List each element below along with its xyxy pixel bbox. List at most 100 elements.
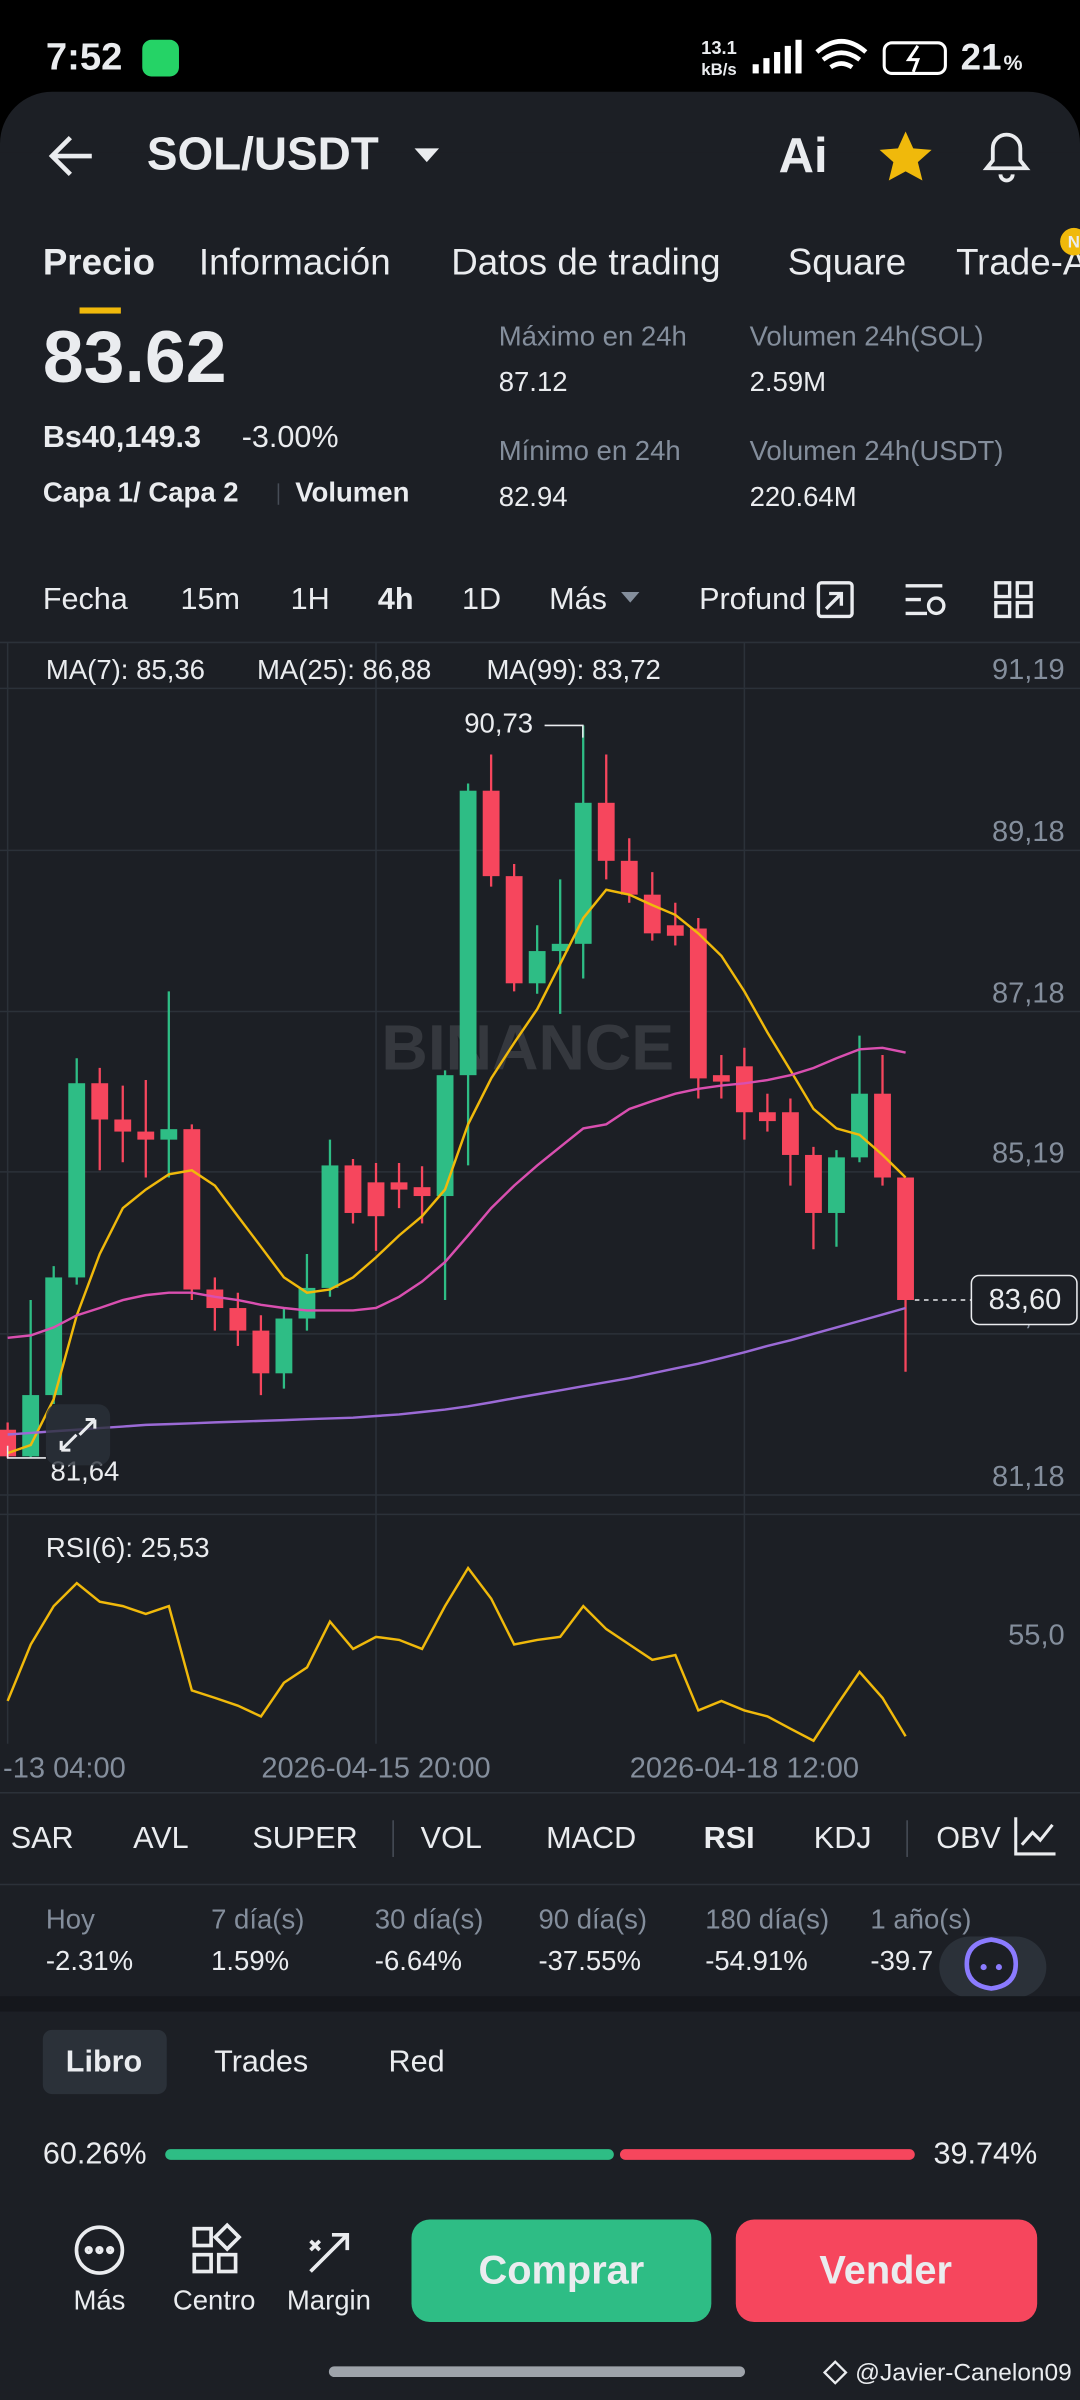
tab-badge: N	[1068, 233, 1080, 252]
tab-bar: Precio Información Datos de trading Square T…	[43, 241, 1080, 282]
interval[interactable]: 1D	[462, 582, 501, 616]
indicator[interactable]: AVL	[133, 1821, 189, 1855]
candle-body	[897, 1177, 914, 1300]
buy-button[interactable]	[411, 2219, 712, 2322]
candle-body	[874, 1093, 891, 1178]
candle-body	[367, 1182, 385, 1217]
candle-body	[689, 928, 707, 1079]
stat-label: Volumen 24h(USDT)	[750, 435, 1004, 466]
candle-body	[390, 1182, 408, 1190]
battery-unit: %	[1004, 51, 1023, 75]
candle-body	[252, 1330, 270, 1374]
indicator[interactable]: VOL	[421, 1821, 482, 1855]
footer: Más Centro Margin	[73, 2284, 371, 2315]
footer-action[interactable]: Centro	[173, 2284, 256, 2315]
interval[interactable]: 1H	[291, 582, 330, 616]
tab[interactable]: Trade-A	[956, 241, 1080, 282]
ai-button[interactable]: Ai	[779, 129, 828, 183]
indicator[interactable]: MACD	[546, 1821, 636, 1855]
ma-line	[7, 1306, 906, 1436]
footer-action[interactable]: Margin	[287, 2284, 371, 2315]
ratio-label: 39.74%	[933, 2136, 1037, 2170]
ma-line	[7, 1046, 906, 1340]
candle-body	[505, 876, 523, 984]
tab[interactable]: Información	[199, 241, 391, 282]
candle-body	[206, 1289, 224, 1309]
indicator[interactable]: OBV	[936, 1821, 1001, 1855]
signal-icon	[752, 39, 802, 74]
pair-title[interactable]: SOL/USDT	[147, 128, 379, 180]
book-tab[interactable]: Libro	[66, 2045, 142, 2079]
expand-button[interactable]	[45, 1404, 111, 1466]
legend-entry: MA(25): 86,88	[257, 654, 431, 685]
last-price-tag	[970, 1274, 1078, 1326]
interval[interactable]: 15m	[181, 582, 240, 616]
sell-label[interactable]: Vender	[819, 2249, 952, 2293]
chart-area: -13 04:00 2026-04-15 20:00 2026-04-18 12:0…	[0, 642, 1080, 1784]
x-tick-label: -13 04:00	[3, 1752, 126, 1784]
favorite-button[interactable]	[879, 131, 932, 181]
y-tick-label: 55,0	[1008, 1619, 1065, 1651]
tag[interactable]: Volumen	[295, 476, 409, 507]
tag[interactable]: Capa 1/ Capa 2	[43, 476, 239, 507]
interval[interactable]: 4h	[378, 582, 414, 616]
rsi-line	[6, 1565, 907, 1743]
indicator[interactable]: SAR	[11, 1821, 74, 1855]
indicator[interactable]: RSI	[704, 1821, 755, 1855]
charging-icon	[905, 45, 921, 73]
candle-body	[597, 802, 615, 861]
sell-button[interactable]	[735, 2219, 1038, 2322]
alert-button[interactable]	[982, 132, 1031, 183]
tab-indicator	[79, 307, 121, 314]
interval[interactable]: Fecha	[43, 582, 128, 616]
home-indicator	[328, 2366, 745, 2378]
indicator[interactable]: SUPER	[252, 1821, 357, 1855]
interval[interactable]: Más	[549, 582, 607, 616]
stat-label: Mínimo en 24h	[499, 435, 681, 466]
more-dropdown[interactable]	[621, 591, 640, 603]
indicator-settings[interactable]	[1014, 1817, 1056, 1856]
footer-action[interactable]: Más	[73, 2284, 125, 2315]
pair-dropdown[interactable]	[414, 148, 440, 163]
candle-body	[413, 1187, 431, 1197]
interval[interactable]: Profund	[699, 582, 806, 616]
net-speed: 13.1	[701, 37, 737, 58]
tab[interactable]: Precio	[43, 241, 155, 282]
tab[interactable]: Datos de trading	[451, 241, 720, 282]
rsi-title: RSI(6): 25,53	[46, 1532, 210, 1563]
stat-value: 220.64M	[750, 481, 857, 512]
perf-label: 7 día(s)	[211, 1903, 304, 1934]
perf-value: -2.31%	[46, 1945, 133, 1976]
buy-label[interactable]: Comprar	[479, 2249, 645, 2293]
high-marker	[544, 724, 584, 738]
candle-body	[22, 1395, 40, 1457]
tab[interactable]: Square	[788, 241, 906, 282]
candle-body	[828, 1157, 845, 1213]
candle-body	[851, 1093, 868, 1158]
stat-label: Volumen 24h(SOL)	[750, 320, 984, 351]
back-button[interactable]	[48, 136, 92, 177]
perf-label: 180 día(s)	[705, 1903, 829, 1934]
perf-value: -37.55%	[538, 1945, 641, 1976]
battery-level: 21	[961, 36, 1002, 77]
candle-body	[0, 1429, 17, 1457]
battery-icon	[882, 41, 947, 75]
chart-tools[interactable]	[816, 581, 1033, 619]
candle-body	[574, 802, 592, 944]
indicator[interactable]: KDJ	[814, 1821, 872, 1855]
book-tab[interactable]: Red	[389, 2045, 445, 2079]
y-tick-label: 81,18	[992, 1461, 1065, 1493]
net-unit: kB/s	[701, 60, 737, 79]
y-tick-label: 91,19	[992, 654, 1065, 686]
candle-body	[551, 943, 569, 952]
wifi-icon	[815, 39, 868, 70]
candle-body	[620, 860, 638, 895]
candle-body	[321, 1165, 339, 1288]
book-tab[interactable]: Trades	[214, 2045, 308, 2079]
footer-icons[interactable]	[74, 2222, 350, 2275]
candle-body	[183, 1129, 201, 1290]
assistant-button[interactable]	[939, 1936, 1047, 1998]
x-tick-label: 2026-04-18 12:00	[630, 1752, 859, 1784]
credit: @Javier-Canelon09	[855, 2359, 1072, 2386]
